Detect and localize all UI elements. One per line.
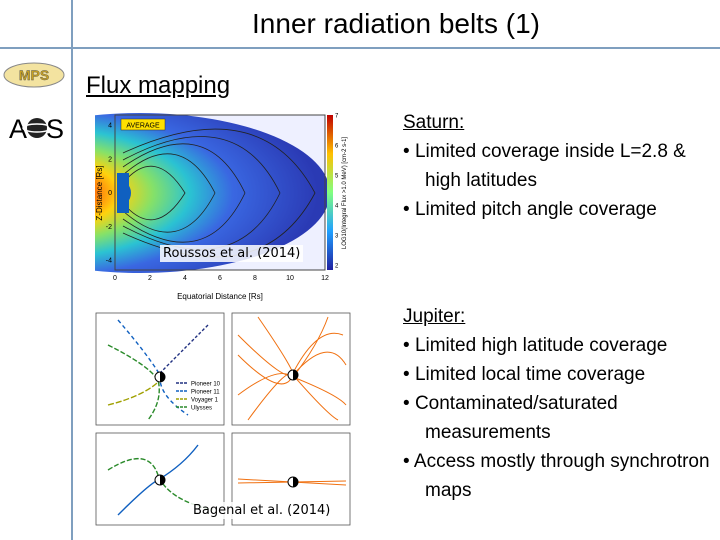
panel-label: AVERAGE <box>126 123 160 130</box>
notes-heading: Saturn: <box>403 112 465 133</box>
bullet-text: Limited coverage inside L=2.8 & high lat… <box>414 141 686 191</box>
y-axis-label: Z-Distance [Rs] <box>95 165 104 220</box>
bullet: • Contaminated/saturated measurements <box>403 393 618 443</box>
mps-logo-shape <box>3 62 65 88</box>
aos-logo-s: S <box>46 114 64 144</box>
bullet: • Limited coverage inside L=2.8 & high l… <box>403 141 686 191</box>
colorbar-tick-label: 4 <box>335 204 339 210</box>
y-tick-label: -4 <box>106 258 112 265</box>
colorbar <box>327 115 333 270</box>
saturn-notes: Saturn: • Limited coverage inside L=2.8 … <box>403 108 718 224</box>
legend-label: Ulysses <box>191 406 212 412</box>
colorbar-label: LOG10(Integral Flux >1.0 MeV) [cm-2 s-1] <box>342 137 348 250</box>
colorbar-tick-label: 3 <box>335 234 339 240</box>
slide-title: Inner radiation belts (1) <box>252 8 540 39</box>
y-tick-label: 4 <box>108 123 112 130</box>
colorbar-tick-label: 6 <box>335 144 339 150</box>
legend-label: Voyager 1 <box>191 398 219 404</box>
bullet: • Limited high latitude coverage <box>403 335 668 356</box>
x-tick-label: 8 <box>253 275 257 282</box>
mps-logo: MPS <box>19 67 49 83</box>
bullet-text: Limited high latitude coverage <box>414 335 668 356</box>
divider-horizontal <box>0 47 720 49</box>
bullet: • Limited pitch angle coverage <box>403 199 657 220</box>
x-tick-label: 12 <box>321 275 329 282</box>
figure-caption: Roussos et al. (2014) <box>160 245 304 262</box>
label-box <box>120 118 166 131</box>
bullet-text: Contaminated/saturated measurements <box>414 393 618 443</box>
aos-logo-ring <box>22 123 52 133</box>
y-tick-label: 2 <box>108 156 112 163</box>
figure-caption: Bagenal et al. (2014) <box>190 502 334 519</box>
colorbar-tick-label: 5 <box>335 174 339 180</box>
x-tick-label: 10 <box>286 275 294 282</box>
plot-border <box>114 114 326 271</box>
bullet-text: Limited local time coverage <box>414 364 646 385</box>
jupiter-trajectories: Pioneer 10 Pioneer 11 Voyager 1 Ulysses <box>95 312 351 526</box>
y-tick-label: -2 <box>106 224 112 231</box>
colorbar-tick-label: 7 <box>335 114 339 120</box>
x-axis-label: Equatorial Distance [Rs] <box>177 292 263 301</box>
section-heading: Flux mapping <box>86 72 231 99</box>
notes-heading: Jupiter: <box>403 306 466 327</box>
colorbar-tick-label: 2 <box>335 264 339 270</box>
planet-body <box>117 173 129 213</box>
divider-vertical <box>71 0 73 540</box>
x-tick-label: 0 <box>113 275 117 282</box>
logos: MPS A S <box>3 62 65 144</box>
jupiter-notes: Jupiter: • Limited high latitude coverag… <box>403 302 718 505</box>
x-tick-label: 4 <box>183 275 187 282</box>
x-tick-label: 2 <box>148 275 152 282</box>
legend-label: Pioneer 11 <box>191 390 220 396</box>
legend: Pioneer 10 Pioneer 11 Voyager 1 Ulysses <box>176 382 221 412</box>
bullet: • Access mostly through synchrotron maps <box>403 451 710 501</box>
legend-label: Pioneer 10 <box>191 382 221 388</box>
bullet: • Limited local time coverage <box>403 364 646 385</box>
aos-logo-planet <box>27 118 47 138</box>
flux-region <box>95 113 330 273</box>
bullet-text: Limited pitch angle coverage <box>414 199 657 220</box>
aos-logo-a: A <box>9 114 27 144</box>
saturn-flux-map: AVERAGE Equatorial Distance [Rs] Z-Dista… <box>95 105 348 301</box>
planets <box>154 369 299 488</box>
bullet-text: Access mostly through synchrotron maps <box>413 451 710 501</box>
y-tick-label: 0 <box>108 190 112 197</box>
x-tick-label: 6 <box>218 275 222 282</box>
